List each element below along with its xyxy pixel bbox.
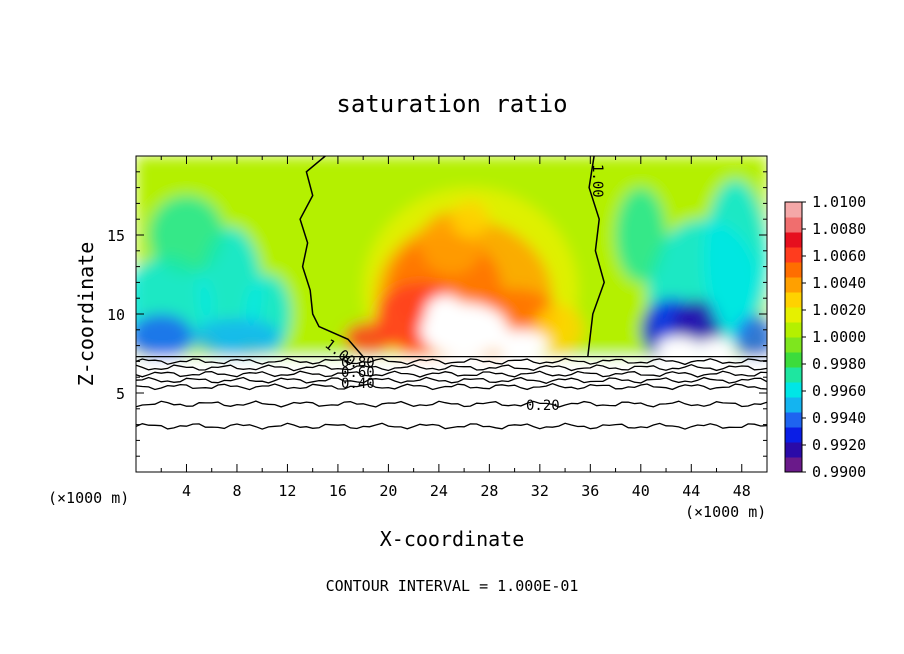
y-tick-label: 10: [107, 306, 125, 324]
colorbar-label: 1.0000: [812, 328, 866, 346]
field-region: [615, 187, 667, 283]
x-tick-label: 16: [329, 482, 347, 500]
colorbar-swatch: [785, 262, 802, 278]
contour-label: 0.60: [341, 365, 375, 381]
subsaturated-region: [493, 329, 549, 359]
x-tick-label: 8: [232, 482, 241, 500]
subsaturated-region: [655, 336, 702, 362]
field-region: [192, 318, 282, 357]
x-tick-label: 36: [581, 482, 599, 500]
field-region: [136, 314, 193, 359]
saturation-field: [136, 156, 767, 472]
contour-lines: [136, 156, 767, 430]
chart-title: saturation ratio: [336, 90, 567, 118]
subsaturated-region: [697, 337, 736, 360]
x-unit-label: (×1000 m): [685, 503, 766, 521]
colorbar-label: 1.0040: [812, 274, 866, 292]
subsaturated-region: [136, 356, 767, 472]
colorbar-swatch: [785, 307, 802, 323]
colorbar-swatch: [785, 382, 802, 398]
colorbar-swatch: [785, 217, 802, 233]
colorbar-swatch: [785, 367, 802, 383]
colorbar-swatch: [785, 442, 802, 458]
contour-line: [136, 357, 767, 366]
field-region: [148, 195, 225, 275]
colorbar-label: 0.9940: [812, 409, 866, 427]
x-tick-label: 28: [480, 482, 498, 500]
colorbar: 1.0100 1.0080 1.0060 1.0040 1.0020 1.0000 0.99…: [784, 193, 866, 481]
x-tick-label: 32: [531, 482, 549, 500]
colorbar-swatch: [785, 337, 802, 353]
field-region: [735, 315, 767, 360]
colorbar-swatch: [785, 412, 802, 428]
colorbar-swatch: [785, 247, 802, 263]
colorbar-swatch: [785, 277, 802, 293]
contour-line: [136, 364, 767, 372]
contour-line: [136, 376, 767, 384]
contour-line: [136, 370, 767, 378]
colorbar-swatch: [785, 292, 802, 308]
colorbar-label: 0.9900: [812, 463, 866, 481]
field-region: [451, 200, 490, 239]
colorbar-swatch: [785, 457, 802, 473]
subsaturated-region: [424, 295, 466, 333]
contour-label: 0.40: [341, 376, 375, 392]
y-tick-label: 5: [116, 385, 125, 403]
contour-line: [136, 400, 767, 408]
x-unit-label: (×1000 m): [48, 489, 129, 507]
contour-label: 0.80: [341, 355, 375, 371]
contour-line-1.00: [587, 156, 605, 357]
x-tick-label: 12: [278, 482, 296, 500]
x-tick-label: 24: [430, 482, 448, 500]
x-tick-label: 4: [182, 482, 191, 500]
colorbar-swatch: [785, 352, 802, 368]
x-tick-label: 20: [379, 482, 397, 500]
colorbar-label: 0.9960: [812, 382, 866, 400]
contour-label: 1.00: [589, 164, 605, 198]
contour-label: 0.20: [526, 398, 560, 414]
colorbar-label: 1.0060: [812, 247, 866, 265]
colorbar-label: 1.0080: [812, 220, 866, 238]
y-axis: 5 10 15: [107, 171, 767, 457]
y-axis-title: Z-coordinate: [74, 242, 98, 387]
colorbar-swatch: [785, 397, 802, 413]
field-region: [344, 321, 395, 354]
x-tick-label: 48: [733, 482, 751, 500]
colorbar-label: 1.0100: [812, 193, 866, 211]
contour-line: [136, 422, 767, 430]
colorbar-swatch: [785, 322, 802, 338]
colorbar-swatch: [785, 427, 802, 443]
contour-line: [136, 383, 767, 391]
x-axis-title: X-coordinate: [380, 527, 525, 551]
x-tick-label: 40: [632, 482, 650, 500]
x-tick-label: 44: [682, 482, 700, 500]
field-region: [703, 179, 767, 338]
colorbar-label: 1.0020: [812, 301, 866, 319]
contour-line-1.00: [299, 156, 364, 358]
colorbar-swatch: [785, 232, 802, 248]
colorbar-label: 0.9920: [812, 436, 866, 454]
colorbar-swatch: [785, 202, 802, 218]
colorbar-label: 0.9980: [812, 355, 866, 373]
plot-area: [136, 156, 767, 472]
contour-interval-footer: CONTOUR INTERVAL = 1.000E-01: [326, 577, 579, 595]
x-axis: 4 8 12 16 20 24 28 32 36 40 44 48: [160, 156, 751, 500]
y-tick-label: 15: [107, 227, 125, 245]
